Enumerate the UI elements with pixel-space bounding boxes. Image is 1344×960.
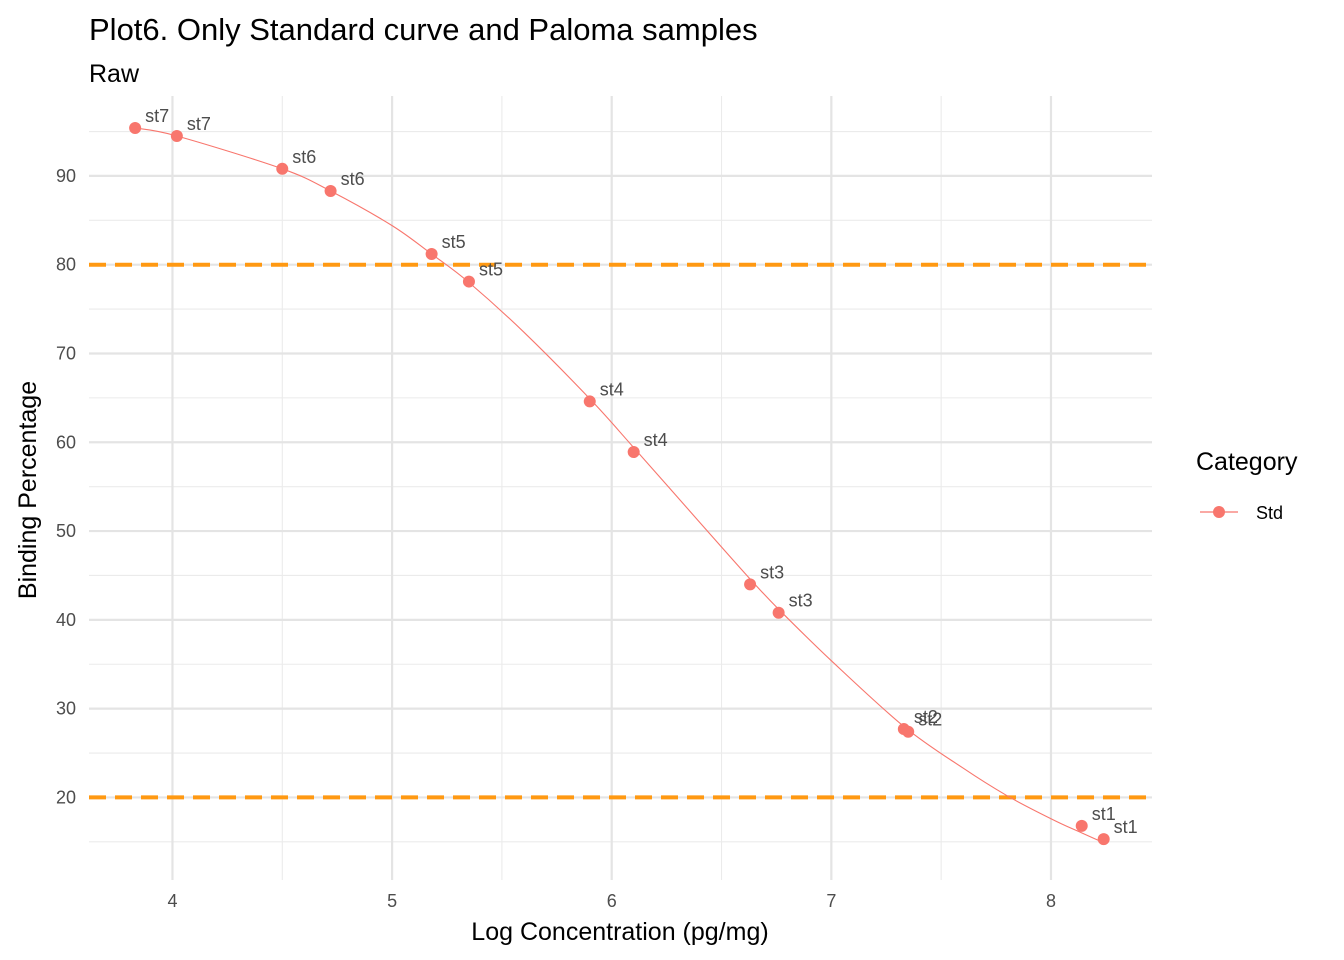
x-tick-label: 4 [167, 891, 177, 911]
data-point-st6 [324, 185, 337, 198]
point-label-st3: st3 [789, 591, 813, 611]
x-tick-label: 6 [607, 891, 617, 911]
y-tick-label: 40 [56, 610, 76, 630]
point-label-st2: st2 [914, 707, 938, 727]
data-point-st3 [772, 606, 785, 619]
legend-label-std: Std [1256, 503, 1283, 523]
x-tick-label: 8 [1046, 891, 1056, 911]
data-point-st5 [425, 248, 438, 261]
point-label-st4: st4 [644, 430, 668, 450]
point-label-st6: st6 [341, 169, 365, 189]
y-tick-label: 50 [56, 521, 76, 541]
point-label-st5: st5 [442, 232, 466, 252]
y-tick-label: 80 [56, 255, 76, 275]
data-point-st4 [627, 446, 640, 459]
x-tick-label: 7 [826, 891, 836, 911]
x-axis-ticks: 4 5 6 7 8 [167, 891, 1056, 911]
x-tick-label: 5 [387, 891, 397, 911]
point-label-st7: st7 [145, 106, 169, 126]
chart-title: Plot6. Only Standard curve and Paloma sa… [89, 12, 758, 47]
legend-title: Category [1196, 448, 1298, 476]
data-point-st3 [744, 578, 757, 591]
point-label-st2: st2 [918, 710, 942, 730]
data-point-st1 [1075, 819, 1088, 832]
data-point-st4 [583, 395, 596, 408]
reference-lines [89, 262, 1152, 800]
point-label-st3: st3 [760, 562, 784, 582]
chart-subtitle: Raw [89, 60, 140, 88]
fit-curve [134, 127, 1104, 844]
x-axis-title: Log Concentration (pg/mg) [471, 918, 768, 946]
point-label-st7: st7 [187, 114, 211, 134]
point-label-st1: st1 [1114, 817, 1138, 837]
data-point-st2 [902, 725, 915, 738]
y-tick-label: 90 [56, 166, 76, 186]
point-label-st1: st1 [1092, 804, 1116, 824]
minor-gridlines [89, 96, 1152, 880]
legend: Category Std [1196, 448, 1298, 523]
point-label-st5: st5 [479, 260, 503, 280]
data-point-st6 [276, 162, 289, 175]
fit-curve-line [134, 127, 1104, 844]
data-point-st1 [1097, 833, 1110, 846]
y-tick-label: 70 [56, 343, 76, 363]
data-points [129, 121, 1110, 846]
point-label-st4: st4 [600, 379, 624, 399]
point-label-st6: st6 [292, 147, 316, 167]
y-axis-title: Binding Percentage [14, 381, 42, 599]
y-tick-label: 60 [56, 432, 76, 452]
y-tick-label: 30 [56, 699, 76, 719]
data-point-st5 [462, 275, 475, 288]
data-point-st7 [129, 121, 142, 134]
y-tick-label: 20 [56, 787, 76, 807]
legend-key-point [1213, 506, 1225, 518]
data-point-st7 [170, 129, 183, 142]
y-axis-ticks: 20 30 40 50 60 70 80 90 [56, 166, 76, 808]
major-gridlines [89, 96, 1152, 880]
